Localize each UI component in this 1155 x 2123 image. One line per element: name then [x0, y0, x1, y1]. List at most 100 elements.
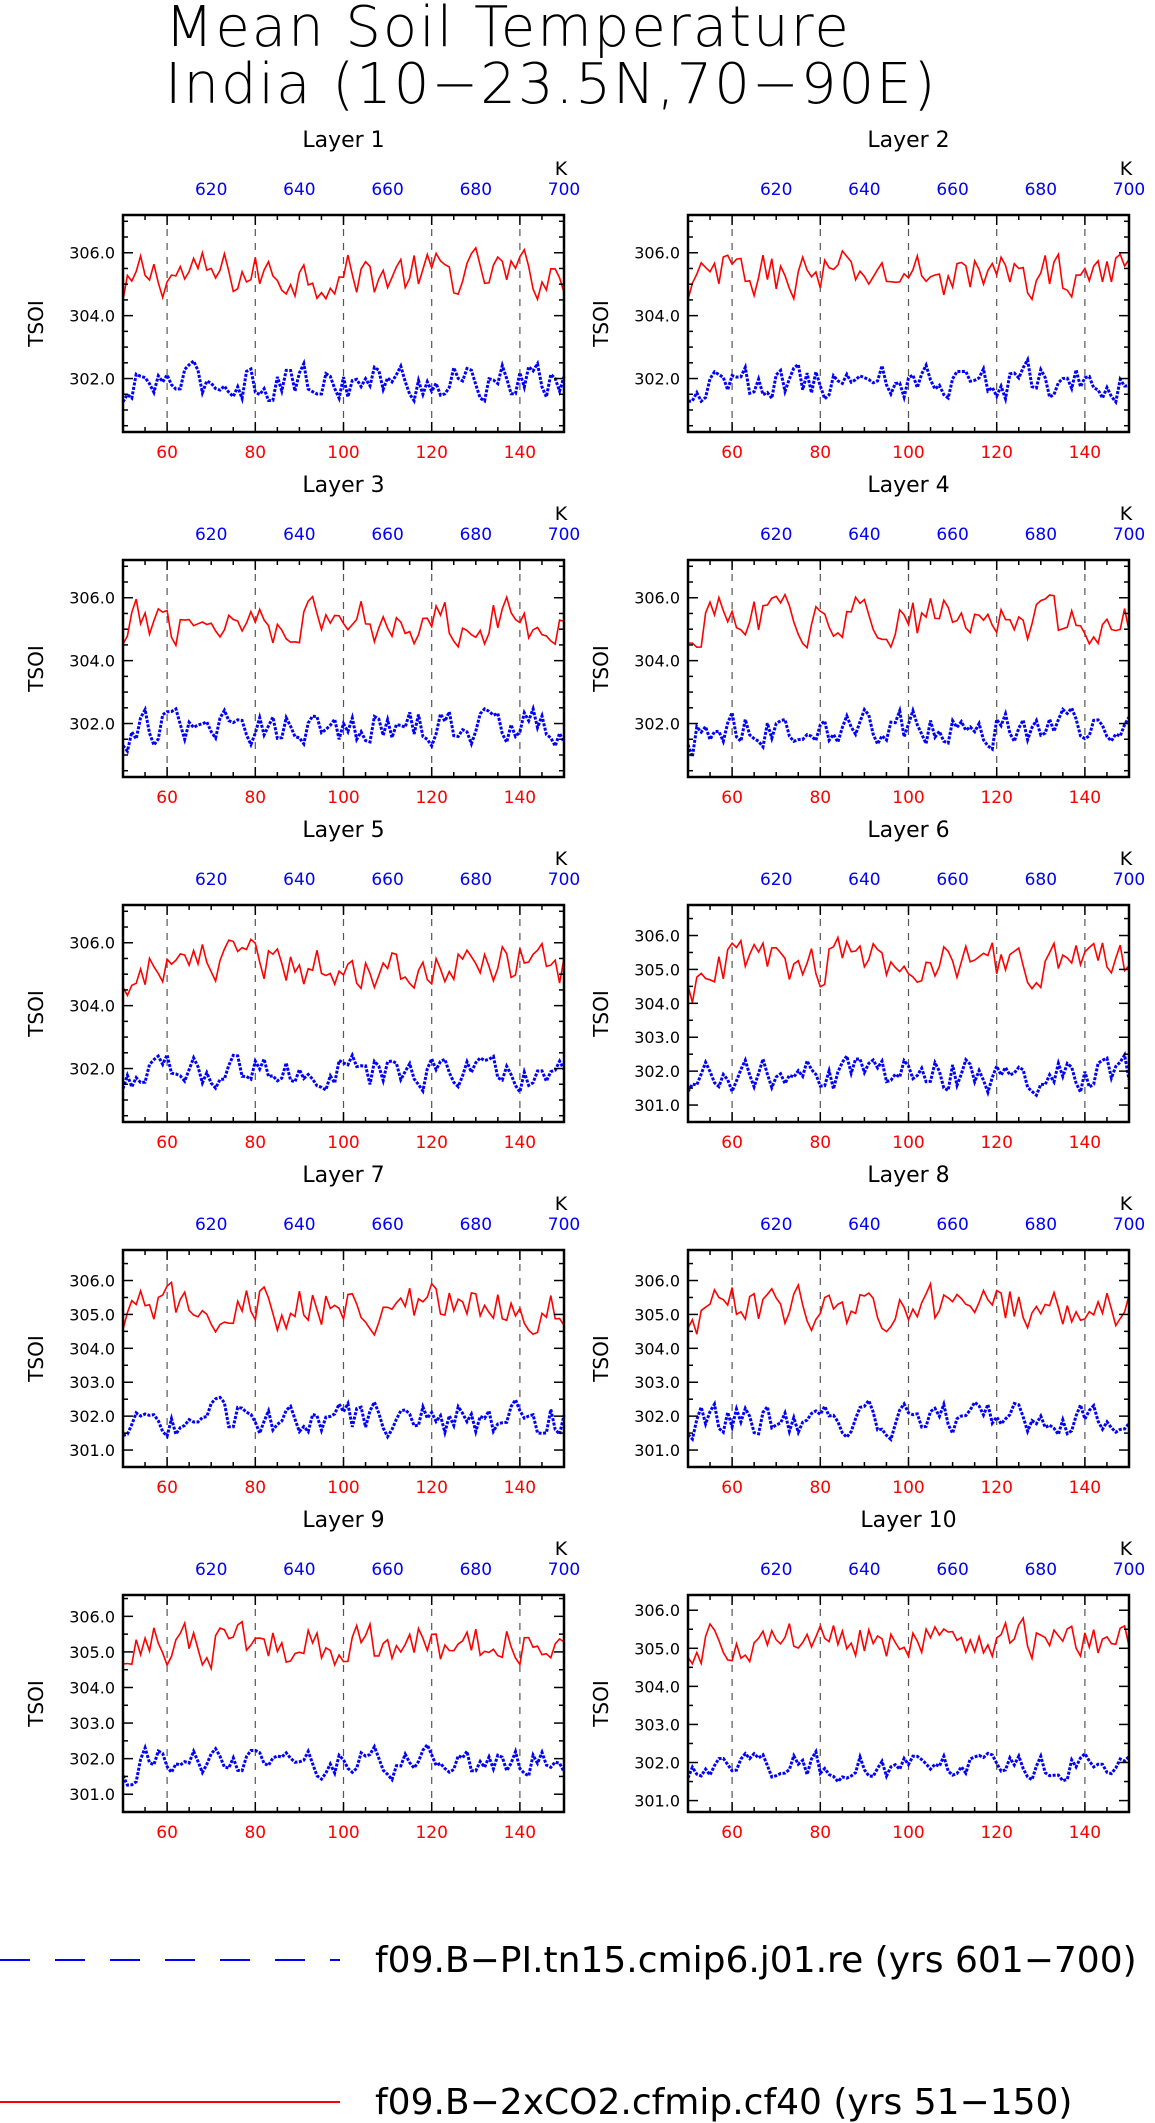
blue-series-line [687, 355, 1130, 406]
x-tick-label-bottom: 120 [980, 788, 1012, 808]
x-tick-label-bottom: 140 [1069, 1133, 1101, 1153]
y-tick-label: 305.0 [69, 1305, 115, 1324]
x-tick-label-bottom: 140 [504, 443, 536, 463]
figure-title-line2: India (10−23.5N,70−90E) [165, 52, 938, 117]
y-tick-label: 303.0 [634, 1715, 680, 1734]
x-tick-label-bottom: 80 [244, 1823, 266, 1843]
x-tick-label-bottom: 120 [415, 788, 447, 808]
x-tick-label-top: 700 [548, 1560, 580, 1580]
red-series-line [122, 1620, 565, 1672]
panel-title: Layer 1 [302, 128, 384, 153]
y-axis-label: TSOI [24, 990, 48, 1038]
x-tick-label-bottom: 100 [892, 1478, 924, 1498]
y-axis-label: TSOI [589, 990, 613, 1038]
x-tick-label-bottom: 120 [980, 1823, 1012, 1843]
x-tick-label-top: 680 [1025, 1215, 1057, 1235]
x-tick-label-top: 680 [1025, 180, 1057, 200]
x-top-unit: K [555, 848, 568, 870]
y-tick-label: 306.0 [634, 1272, 680, 1291]
x-tick-label-bottom: 100 [327, 788, 359, 808]
x-tick-label-top: 680 [1025, 525, 1057, 545]
x-tick-label-bottom: 60 [156, 443, 178, 463]
x-tick-label-top: 620 [760, 1215, 792, 1235]
y-axis-label: TSOI [24, 300, 48, 348]
y-tick-label: 303.0 [634, 1373, 680, 1392]
y-tick-label: 304.0 [634, 1339, 680, 1358]
x-tick-label-bottom: 100 [892, 788, 924, 808]
blue-series-line [122, 1395, 566, 1440]
y-tick-label: 306.0 [69, 589, 115, 608]
y-tick-label: 306.0 [634, 589, 680, 608]
panel-title: Layer 3 [302, 473, 384, 498]
panel-title: Layer 7 [302, 1163, 384, 1188]
x-tick-label-bottom: 60 [721, 788, 743, 808]
red-series-line [687, 249, 1130, 302]
x-tick-label-top: 700 [1113, 1560, 1145, 1580]
x-top-unit: K [1120, 848, 1133, 870]
x-tick-label-top: 680 [1025, 1560, 1057, 1580]
x-tick-label-bottom: 80 [809, 1478, 831, 1498]
y-tick-label: 301.0 [69, 1785, 115, 1804]
x-tick-label-bottom: 140 [1069, 1478, 1101, 1498]
x-top-unit: K [555, 158, 568, 180]
x-tick-label-bottom: 120 [415, 443, 447, 463]
x-tick-label-bottom: 60 [721, 1133, 743, 1153]
x-tick-label-bottom: 80 [809, 1133, 831, 1153]
x-tick-label-bottom: 140 [1069, 443, 1101, 463]
y-tick-label: 306.0 [634, 927, 680, 946]
y-tick-label: 302.0 [634, 1754, 680, 1773]
y-tick-label: 306.0 [69, 244, 115, 263]
x-tick-label-bottom: 60 [156, 1823, 178, 1843]
x-tick-label-top: 700 [1113, 870, 1145, 890]
y-tick-label: 302.0 [69, 715, 115, 734]
y-axis-label: TSOI [24, 1335, 48, 1383]
y-tick-label: 306.0 [69, 1607, 115, 1626]
x-tick-label-bottom: 100 [892, 443, 924, 463]
y-tick-label: 301.0 [634, 1792, 680, 1811]
x-tick-label-top: 640 [848, 525, 880, 545]
panel-title: Layer 9 [302, 1508, 384, 1533]
y-tick-label: 303.0 [634, 1028, 680, 1047]
x-tick-label-top: 660 [936, 1560, 968, 1580]
y-tick-label: 306.0 [634, 1601, 680, 1620]
x-tick-label-top: 680 [460, 1560, 492, 1580]
x-tick-label-top: 700 [1113, 1215, 1145, 1235]
x-tick-label-bottom: 60 [721, 1478, 743, 1498]
x-tick-label-top: 660 [936, 525, 968, 545]
x-tick-label-top: 660 [936, 1215, 968, 1235]
x-tick-label-bottom: 140 [504, 1823, 536, 1843]
x-tick-label-top: 660 [936, 870, 968, 890]
x-tick-label-top: 700 [548, 870, 580, 890]
panel-title: Layer 10 [860, 1508, 956, 1533]
x-tick-label-bottom: 120 [980, 1478, 1012, 1498]
x-tick-label-bottom: 100 [327, 443, 359, 463]
x-tick-label-top: 620 [195, 870, 227, 890]
y-tick-label: 302.0 [69, 1750, 115, 1769]
x-tick-label-top: 700 [548, 1215, 580, 1235]
x-tick-label-bottom: 100 [327, 1133, 359, 1153]
blue-series-line [121, 703, 566, 755]
x-tick-label-top: 620 [195, 1215, 227, 1235]
x-tick-label-top: 660 [371, 1560, 403, 1580]
x-tick-label-bottom: 80 [244, 443, 266, 463]
x-tick-label-top: 640 [283, 1560, 315, 1580]
x-tick-label-bottom: 140 [1069, 788, 1101, 808]
red-series-line [687, 1615, 1130, 1667]
x-tick-label-bottom: 100 [892, 1133, 924, 1153]
y-tick-label: 301.0 [69, 1441, 115, 1460]
y-tick-label: 301.0 [634, 1441, 680, 1460]
x-tick-label-bottom: 120 [980, 443, 1012, 463]
x-tick-label-top: 700 [548, 525, 580, 545]
x-tick-label-bottom: 60 [156, 1478, 178, 1498]
y-tick-label: 306.0 [634, 244, 680, 263]
x-tick-label-top: 680 [460, 1215, 492, 1235]
x-tick-label-bottom: 100 [327, 1478, 359, 1498]
blue-series-line [121, 358, 566, 405]
red-series-line [687, 935, 1130, 1003]
blue-series-line [121, 1050, 566, 1096]
y-tick-label: 302.0 [69, 1060, 115, 1079]
